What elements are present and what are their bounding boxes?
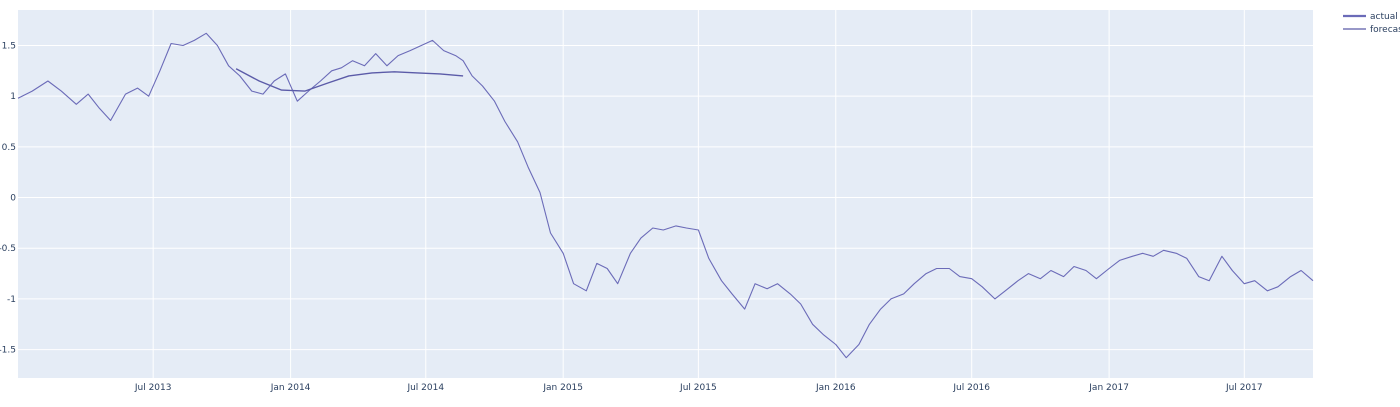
series-line-forecast <box>235 68 464 92</box>
y-tick-label: 1 <box>10 92 16 102</box>
series-layer <box>17 32 1314 359</box>
x-tick-label: Jul 2014 <box>406 383 444 393</box>
series-line-actual <box>17 32 1314 359</box>
x-tick-label: Jan 2015 <box>542 383 583 393</box>
legend-label-forecast[interactable]: forecast <box>1370 25 1400 35</box>
legend[interactable]: actual forecast <box>1343 12 1400 35</box>
axis-layer: 1.5 1 0.5 0 -0.5 -1 -1.5 Jul 2013 Jan 2014 Jul 20… <box>0 41 1263 393</box>
grid-layer <box>18 10 1313 378</box>
x-tick-label: Jan 2017 <box>1088 383 1129 393</box>
y-tick-label: -1 <box>7 295 16 305</box>
x-tick-label: Jul 2015 <box>679 383 717 393</box>
x-tick-label: Jan 2014 <box>270 383 311 393</box>
y-tick-label: 0 <box>10 194 16 204</box>
y-tick-label: 0.5 <box>2 143 16 153</box>
y-tick-label: -0.5 <box>0 244 16 254</box>
x-tick-label: Jul 2016 <box>952 383 990 393</box>
plot-background <box>18 10 1313 378</box>
x-tick-label: Jul 2017 <box>1225 383 1263 393</box>
x-tick-label: Jan 2016 <box>815 383 856 393</box>
y-tick-label: -1.5 <box>0 346 16 356</box>
y-tick-label: 1.5 <box>2 41 16 51</box>
x-tick-label: Jul 2013 <box>134 383 172 393</box>
legend-label-actual[interactable]: actual <box>1370 12 1398 22</box>
